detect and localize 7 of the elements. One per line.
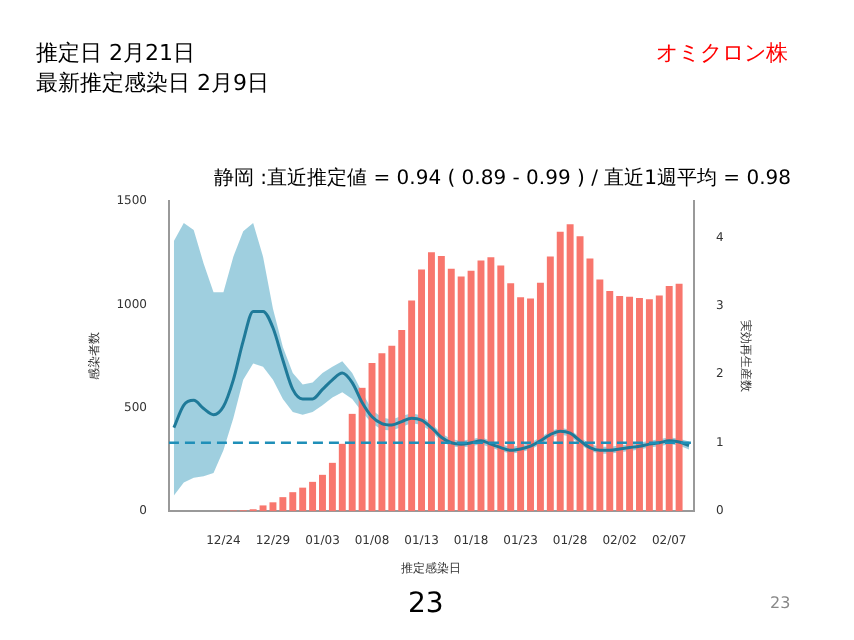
chart-title: 静岡 :直近推定値 = 0.94 ( 0.89 - 0.99 ) / 直近1週平均 = 0.98 [214,165,791,192]
line-series [172,309,691,452]
text: 23 [770,594,791,612]
text: 最新推定感染日 2月9日 [36,68,269,98]
text: 推定日 2月21日 [36,38,195,68]
text: オミクロン株 [656,38,788,68]
text: 23 [408,588,444,620]
